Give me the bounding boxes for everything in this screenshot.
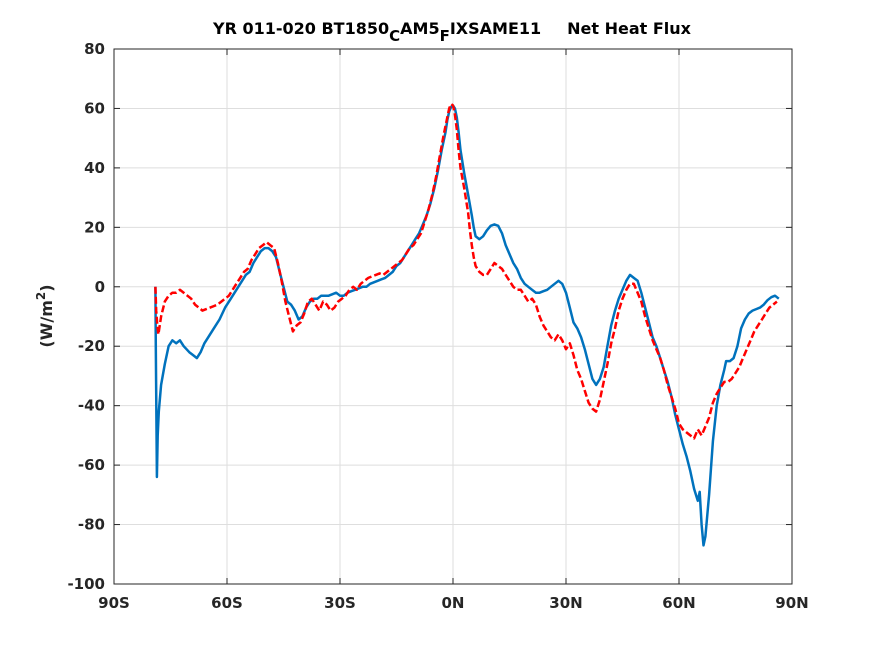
y-tick-label: 80: [84, 40, 105, 58]
tick-marks: [113, 48, 793, 585]
series-lines: [154, 102, 780, 547]
y-axis-label: (W/m2): [34, 284, 56, 347]
y-tick-label: -100: [67, 575, 105, 593]
y-tick-label: -40: [78, 397, 105, 415]
series-line-1: [154, 104, 780, 547]
y-tick-label: 20: [84, 218, 105, 236]
x-tick-label: 90S: [98, 594, 130, 612]
x-tick-label: 0N: [442, 594, 465, 612]
y-tick-label: -20: [78, 337, 105, 355]
x-tick-label: 30S: [324, 594, 356, 612]
x-tick-label: 90N: [775, 594, 808, 612]
series-line-2: [154, 102, 778, 440]
chart-title: YR 011-020 BT1850CAM5FIXSAME11 Net Heat F…: [212, 19, 692, 45]
x-tick-label: 60S: [211, 594, 243, 612]
y-tick-label: -60: [78, 456, 105, 474]
y-tick-label: 40: [84, 159, 105, 177]
y-tick-label: -80: [78, 516, 105, 534]
tick-labels: 90S 60S 30S 0N 30N 60N 90N -100 -80 -60 -40 -20 0 20 4…: [67, 40, 808, 612]
x-tick-label: 60N: [662, 594, 695, 612]
x-tick-label: 30N: [549, 594, 582, 612]
y-tick-label: 0: [95, 278, 105, 296]
y-tick-label: 60: [84, 99, 105, 117]
